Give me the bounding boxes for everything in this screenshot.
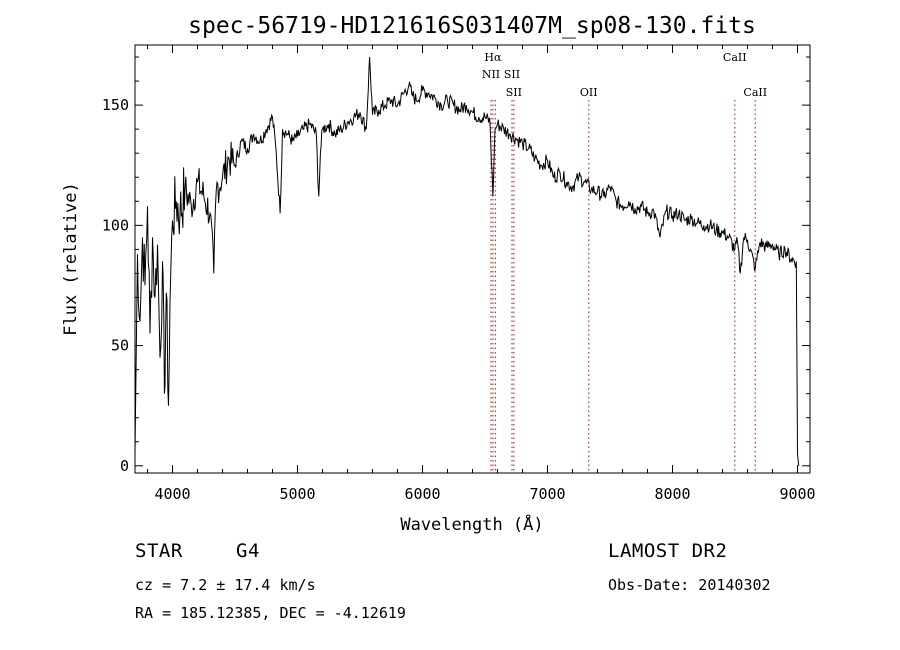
spectrum-series [134,56,800,466]
y-axis-label: Flux (relative) [61,182,81,336]
y-tick-label: 100 [102,216,129,234]
x-tick-label: 7000 [529,485,565,503]
x-tick-label: 4000 [154,485,190,503]
emission-line-label: CaII [743,86,767,99]
coordinates: RA = 185.12385, DEC = -4.12619 [135,604,406,622]
x-tick-label: 5000 [279,485,315,503]
emission-line-markers: Hα NII SII SII OII CaII CaII [482,51,767,473]
object-subclass: G4 [236,540,260,562]
y-tick-label: 50 [111,337,129,355]
object-class: STAR [135,540,183,562]
redshift-value: cz = 7.2 ± 17.4 km/s [135,576,316,594]
x-tick-label: 6000 [404,485,440,503]
emission-line-label: OII [580,86,598,99]
x-axis-ticks: 4000 5000 6000 7000 8000 9000 [147,45,816,503]
x-axis-label: Wavelength (Å) [400,513,543,535]
emission-line-label: CaII [723,51,747,64]
emission-line-label: SII [506,86,522,99]
y-tick-label: 150 [102,96,129,114]
plot-frame [134,44,811,474]
emission-line-label: SII [504,68,520,81]
obs-date: Obs-Date: 20140302 [608,576,771,594]
survey-label: LAMOST DR2 [608,540,728,562]
x-tick-label: 8000 [654,485,690,503]
chart-title: spec-56719-HD121616S031407M_sp08-130.fit… [188,13,756,39]
x-tick-label: 9000 [779,485,815,503]
emission-line-label: Hα [484,51,502,64]
y-axis-ticks: 0 50 100 150 [102,56,810,475]
spectrum-line [134,56,800,466]
y-tick-label: 0 [120,457,129,475]
emission-line-label: NII [482,68,500,81]
